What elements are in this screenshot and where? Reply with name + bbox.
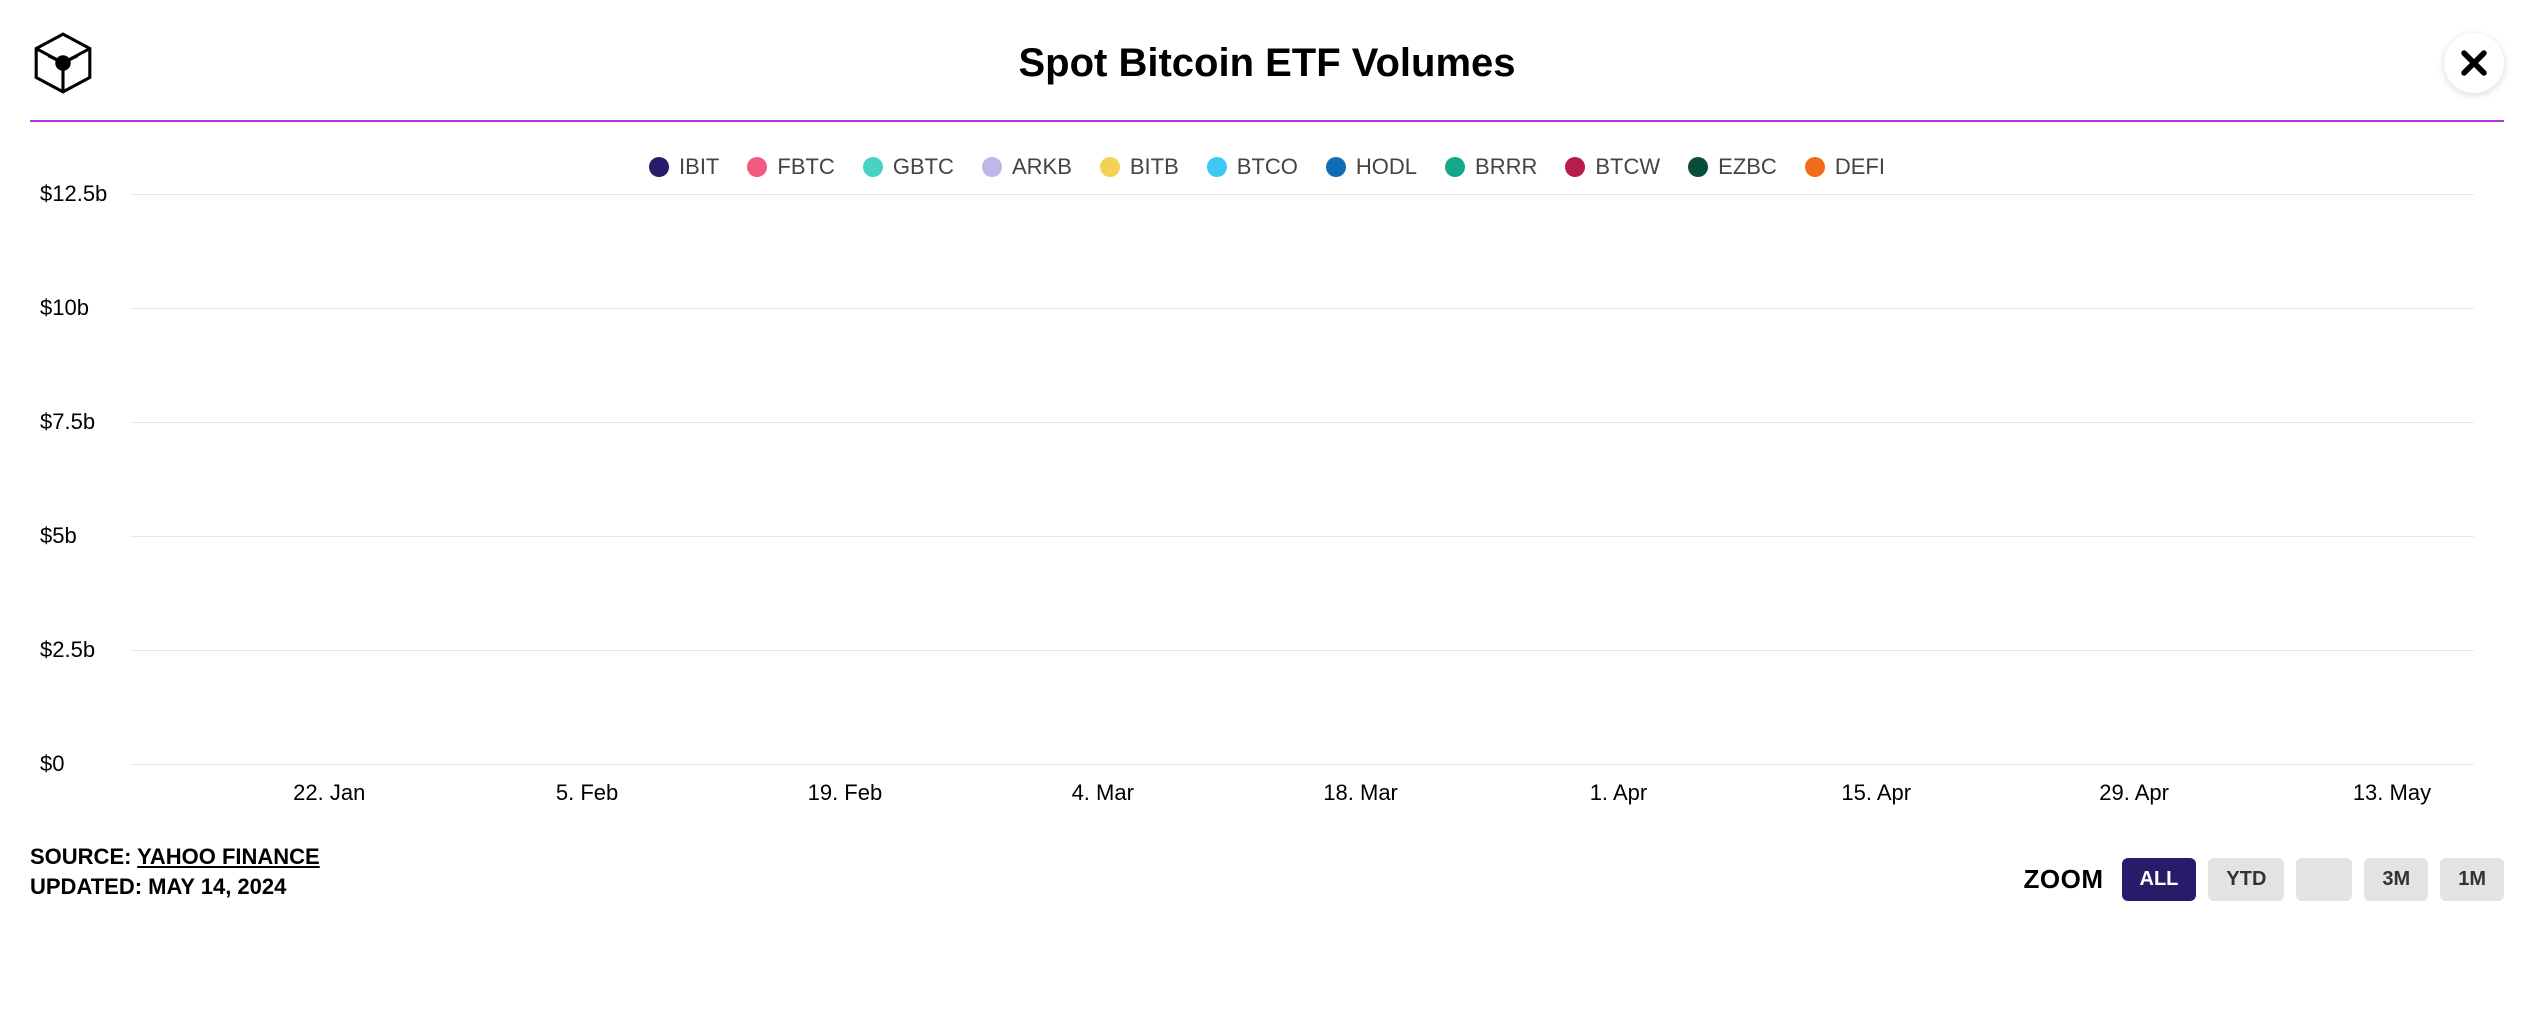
legend-item-ezbc[interactable]: EZBC [1688,154,1777,180]
source-info: SOURCE: YAHOO FINANCE UPDATED: MAY 14, 2… [30,842,320,901]
legend-dot-icon [1207,157,1227,177]
y-axis-label: $2.5b [40,637,95,663]
legend-label: GBTC [893,154,954,180]
legend-label: FBTC [777,154,834,180]
y-axis-label: $10b [40,295,89,321]
y-axis-label: $5b [40,523,77,549]
legend-dot-icon [1445,157,1465,177]
zoom-button-blank[interactable] [2296,858,2352,901]
y-axis-label: $0 [40,751,64,777]
legend-item-btco[interactable]: BTCO [1207,154,1298,180]
legend-item-bitb[interactable]: BITB [1100,154,1179,180]
x-axis-label: 15. Apr [1841,780,1911,806]
source-link[interactable]: YAHOO FINANCE [137,844,320,869]
legend-dot-icon [1688,157,1708,177]
legend-item-brrr[interactable]: BRRR [1445,154,1537,180]
grid-line [130,422,2474,423]
x-axis-label: 18. Mar [1323,780,1398,806]
x-axis-label: 19. Feb [808,780,883,806]
x-axis-label: 13. May [2353,780,2431,806]
x-axis-label: 22. Jan [293,780,365,806]
legend-dot-icon [649,157,669,177]
legend-item-fbtc[interactable]: FBTC [747,154,834,180]
legend-label: ARKB [1012,154,1072,180]
x-axis: 22. Jan 5. Feb 19. Feb 4. Mar 18. Mar 1. Apr 1… [130,764,2474,814]
legend-item-ibit[interactable]: IBIT [649,154,719,180]
legend-item-hodl[interactable]: HODL [1326,154,1417,180]
legend-label: BRRR [1475,154,1537,180]
legend-dot-icon [863,157,883,177]
page-title: Spot Bitcoin ETF Volumes [1018,41,1515,86]
legend-dot-icon [982,157,1002,177]
legend-dot-icon [1805,157,1825,177]
legend-item-arkb[interactable]: ARKB [982,154,1072,180]
grid-line [130,194,2474,195]
x-axis-label: 29. Apr [2099,780,2169,806]
grid-line [130,308,2474,309]
x-axis-label: 5. Feb [556,780,618,806]
zoom-button-1m[interactable]: 1M [2440,858,2504,901]
y-axis-label: $7.5b [40,409,95,435]
zoom-button-all[interactable]: ALL [2122,858,2197,901]
legend-label: DEFI [1835,154,1885,180]
footer: SOURCE: YAHOO FINANCE UPDATED: MAY 14, 2… [30,814,2504,901]
zoom-button-3m[interactable]: 3M [2364,858,2428,901]
close-icon [2457,46,2491,80]
legend-dot-icon [1100,157,1120,177]
legend: IBIT FBTC GBTC ARKB BITB BTCO HODL BRRR BTCW EZBC… [30,122,2504,194]
legend-dot-icon [1565,157,1585,177]
zoom-label: ZOOM [2024,864,2104,895]
zoom-controls: ZOOM ALL YTD 3M 1M [2024,858,2504,901]
legend-dot-icon [1326,157,1346,177]
header: Spot Bitcoin ETF Volumes [30,20,2504,122]
legend-label: BITB [1130,154,1179,180]
legend-dot-icon [747,157,767,177]
zoom-button-ytd[interactable]: YTD [2208,858,2284,901]
legend-label: HODL [1356,154,1417,180]
legend-label: EZBC [1718,154,1777,180]
legend-label: IBIT [679,154,719,180]
grid-line [130,536,2474,537]
y-axis-label: $12.5b [40,181,107,207]
chart-plot: $0$2.5b$5b$7.5b$10b$12.5b [130,194,2474,764]
grid-line [130,650,2474,651]
legend-item-gbtc[interactable]: GBTC [863,154,954,180]
legend-item-btcw[interactable]: BTCW [1565,154,1660,180]
x-axis-label: 4. Mar [1072,780,1134,806]
logo-icon [30,30,96,96]
legend-label: BTCO [1237,154,1298,180]
close-button[interactable] [2444,33,2504,93]
legend-label: BTCW [1595,154,1660,180]
legend-item-defi[interactable]: DEFI [1805,154,1885,180]
x-axis-label: 1. Apr [1590,780,1647,806]
